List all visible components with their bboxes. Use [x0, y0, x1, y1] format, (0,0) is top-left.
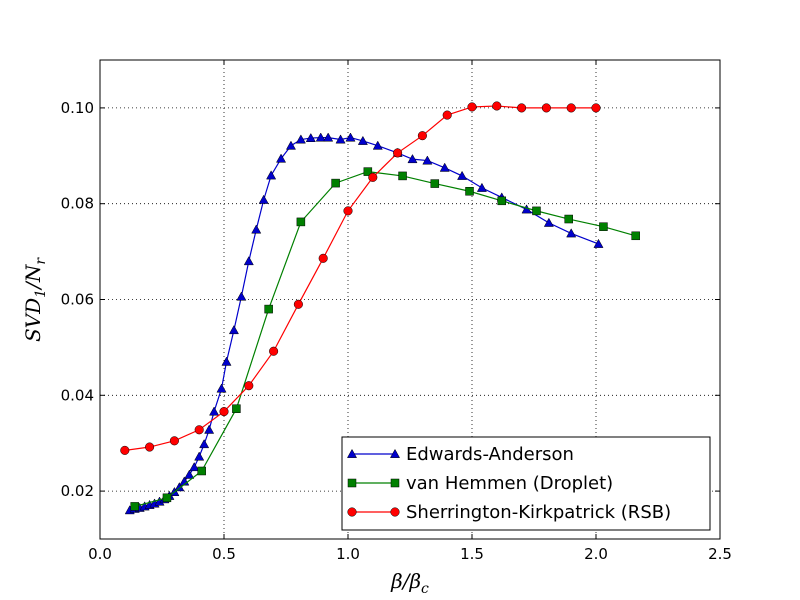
y-tick-label: 0.04: [61, 386, 94, 404]
data-point: [269, 346, 279, 356]
data-point: [357, 135, 368, 145]
data-point: [194, 451, 205, 461]
data-point: [345, 132, 356, 142]
x-tick-label: 1.5: [460, 545, 484, 563]
series-line: [134, 170, 636, 508]
data-point: [407, 154, 418, 164]
legend-marker: [390, 478, 400, 488]
data-point: [566, 228, 577, 238]
data-point: [197, 466, 206, 476]
data-point: [599, 222, 608, 231]
legend-box: [341, 436, 711, 531]
data-point: [305, 132, 316, 143]
data-point: [422, 155, 433, 165]
data-point: [442, 110, 452, 120]
data-point: [199, 439, 210, 449]
legend-label: van Hemmen (Droplet): [406, 473, 613, 494]
data-point: [189, 462, 200, 472]
data-point: [236, 291, 247, 301]
data-point: [343, 206, 353, 216]
data-point: [372, 140, 383, 150]
data-point: [541, 103, 551, 113]
data-point: [430, 179, 440, 188]
legend-label: Sherrington-Kirkpatrick (RSB): [406, 502, 671, 523]
legend-marker: [346, 448, 358, 458]
data-point: [566, 103, 576, 113]
data-point: [393, 148, 403, 158]
data-point: [335, 134, 346, 144]
data-point: [232, 404, 241, 413]
legend-label: Edwards-Anderson: [406, 444, 574, 465]
legend-marker: [389, 448, 401, 458]
y-tick-label: 0.10: [61, 99, 94, 117]
data-point: [243, 256, 254, 266]
data-point: [398, 171, 407, 181]
data-point: [204, 424, 215, 434]
data-point: [439, 162, 450, 172]
y-tick-label: 0.02: [61, 482, 94, 500]
x-tick-label: 2.5: [708, 545, 732, 563]
data-point: [285, 140, 296, 150]
data-point: [251, 224, 262, 234]
data-point: [244, 381, 254, 391]
x-tick-label: 1.0: [336, 545, 360, 563]
data-point: [219, 407, 229, 417]
data-point: [315, 132, 326, 142]
data-point: [266, 170, 277, 180]
data-point: [120, 445, 130, 455]
data-point: [457, 170, 468, 180]
data-point: [331, 178, 340, 188]
data-point: [264, 304, 273, 314]
data-point: [194, 425, 204, 435]
data-point: [228, 325, 239, 335]
data-point: [295, 134, 306, 144]
data-point: [532, 206, 541, 216]
ticks: 0.0 0.5 1.0 1.5 2.0 2.5 0.02 0.04 0.06 0.08 0.10: [61, 60, 732, 563]
data-point: [492, 101, 502, 111]
data-point: [221, 356, 232, 366]
data-point: [293, 299, 303, 309]
data-point: [276, 153, 287, 163]
legend-marker: [347, 507, 357, 517]
data-point: [467, 102, 477, 112]
x-axis-label: β/βc: [390, 569, 429, 597]
data-point: [258, 194, 269, 204]
data-point: [184, 469, 195, 479]
legend-marker: [347, 478, 357, 488]
series-2: [120, 101, 601, 455]
data-point: [368, 172, 378, 182]
data-point: [318, 253, 328, 263]
data-point: [169, 436, 179, 446]
x-tick-label: 0.5: [212, 545, 236, 563]
data-point: [417, 131, 427, 141]
data-point: [591, 103, 601, 113]
data-point: [363, 167, 373, 176]
data-point: [216, 383, 227, 393]
x-tick-label: 0.0: [88, 545, 112, 563]
x-tick-label: 2.0: [584, 545, 608, 563]
data-point: [476, 182, 487, 192]
data-point: [497, 196, 507, 206]
data-point: [162, 493, 172, 503]
data-point: [465, 186, 474, 196]
data-point: [564, 214, 573, 224]
data-point: [323, 132, 334, 142]
data-point: [543, 217, 554, 227]
data-point: [631, 231, 640, 241]
series-1: [130, 167, 640, 511]
legend: Edwards-Anderson van Hemmen (Droplet) Sher…: [341, 436, 711, 531]
y-tick-label: 0.08: [61, 195, 94, 213]
data-point: [517, 103, 527, 113]
data-point: [145, 442, 155, 452]
y-tick-label: 0.06: [61, 291, 94, 309]
data-point: [593, 238, 604, 248]
y-axis-label: SVD1/Nr: [21, 257, 49, 342]
legend-marker: [390, 507, 400, 517]
data-point: [209, 406, 220, 416]
series-layer: [120, 101, 640, 515]
data-point: [130, 502, 139, 511]
data-point: [296, 217, 306, 227]
